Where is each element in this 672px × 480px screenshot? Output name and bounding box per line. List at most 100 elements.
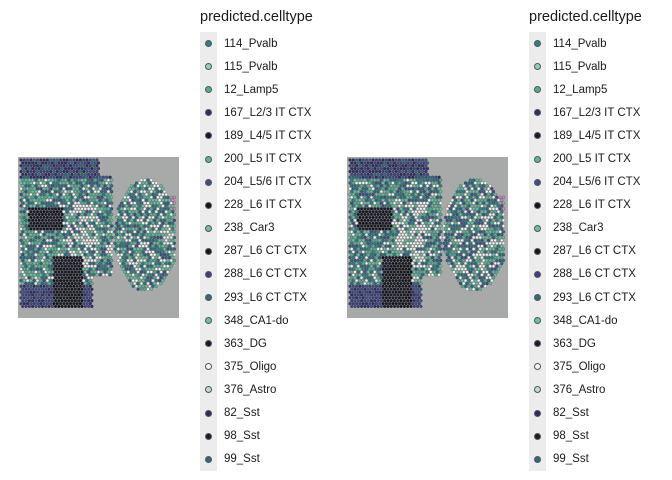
spot — [366, 276, 370, 280]
spot — [416, 241, 420, 245]
spot — [143, 287, 147, 291]
spot — [425, 178, 430, 182]
spot — [26, 169, 30, 174]
spot — [351, 192, 355, 197]
spot — [392, 287, 397, 291]
spot — [59, 192, 63, 197]
spot — [39, 221, 43, 225]
spot — [417, 273, 421, 277]
spot — [138, 233, 142, 237]
spot — [348, 175, 352, 179]
spot — [427, 215, 431, 219]
spot — [87, 218, 91, 222]
spot — [78, 175, 82, 179]
spot — [437, 187, 441, 191]
spot — [379, 287, 383, 291]
spot — [125, 256, 129, 260]
spot — [358, 296, 362, 300]
spot — [148, 204, 152, 208]
spot — [399, 235, 403, 240]
spot — [139, 201, 143, 205]
spot — [159, 201, 163, 205]
spot — [417, 296, 421, 300]
spot — [75, 204, 79, 208]
spot — [72, 227, 76, 231]
spot — [105, 221, 109, 225]
spot — [416, 218, 420, 222]
spot — [482, 270, 486, 274]
spot — [47, 264, 51, 268]
spot — [442, 235, 446, 240]
spot — [57, 299, 61, 303]
spot — [75, 215, 79, 219]
spot — [161, 221, 165, 225]
spot — [460, 273, 464, 277]
spot — [414, 204, 418, 208]
spot — [417, 233, 421, 237]
spot — [148, 256, 152, 260]
spot — [389, 304, 393, 308]
spot — [40, 190, 45, 194]
spot — [54, 195, 58, 199]
spot — [26, 221, 30, 225]
spot — [49, 238, 53, 242]
spot — [138, 261, 142, 265]
spot — [29, 296, 33, 300]
spot — [406, 270, 410, 274]
spot — [360, 184, 364, 188]
spot — [37, 253, 41, 257]
spot — [350, 299, 354, 303]
spot — [73, 299, 77, 303]
spot — [491, 235, 496, 240]
spot — [90, 304, 94, 308]
spot — [82, 284, 86, 288]
spot — [125, 221, 129, 225]
spot — [402, 184, 406, 188]
spot — [90, 276, 94, 280]
spot — [34, 207, 38, 211]
spot — [356, 212, 360, 217]
spot — [138, 273, 142, 277]
spot — [463, 233, 468, 237]
spot — [101, 238, 106, 242]
spot — [138, 215, 142, 219]
spot — [495, 264, 499, 268]
spot — [457, 244, 461, 248]
spot — [501, 224, 506, 228]
spot — [429, 258, 433, 263]
spot — [388, 250, 392, 254]
spot — [151, 233, 155, 237]
spot — [110, 178, 114, 182]
spot — [141, 261, 145, 265]
spot — [21, 178, 25, 182]
spot — [376, 172, 380, 176]
spot — [414, 169, 418, 174]
spot — [133, 253, 137, 257]
spot — [103, 218, 107, 222]
tissue-plot-frame — [18, 157, 179, 318]
spot — [154, 279, 158, 283]
spot — [485, 276, 489, 280]
spot — [366, 304, 370, 308]
spot — [110, 270, 114, 274]
spot — [101, 244, 106, 248]
spot — [65, 256, 69, 260]
spot — [95, 175, 99, 179]
spot — [399, 218, 403, 222]
spot — [141, 227, 145, 231]
spot — [49, 175, 53, 179]
spot — [78, 261, 82, 265]
spot — [388, 164, 392, 168]
spot — [402, 270, 406, 274]
spot — [389, 281, 393, 286]
spot — [73, 178, 77, 182]
spot — [374, 238, 378, 242]
legend-item: 348_CA1-do — [200, 309, 329, 333]
spot — [45, 302, 49, 306]
spot — [63, 207, 68, 211]
spot — [39, 250, 43, 254]
spot — [388, 233, 392, 237]
spot — [131, 261, 135, 265]
spot — [360, 258, 364, 263]
spot — [361, 187, 365, 191]
